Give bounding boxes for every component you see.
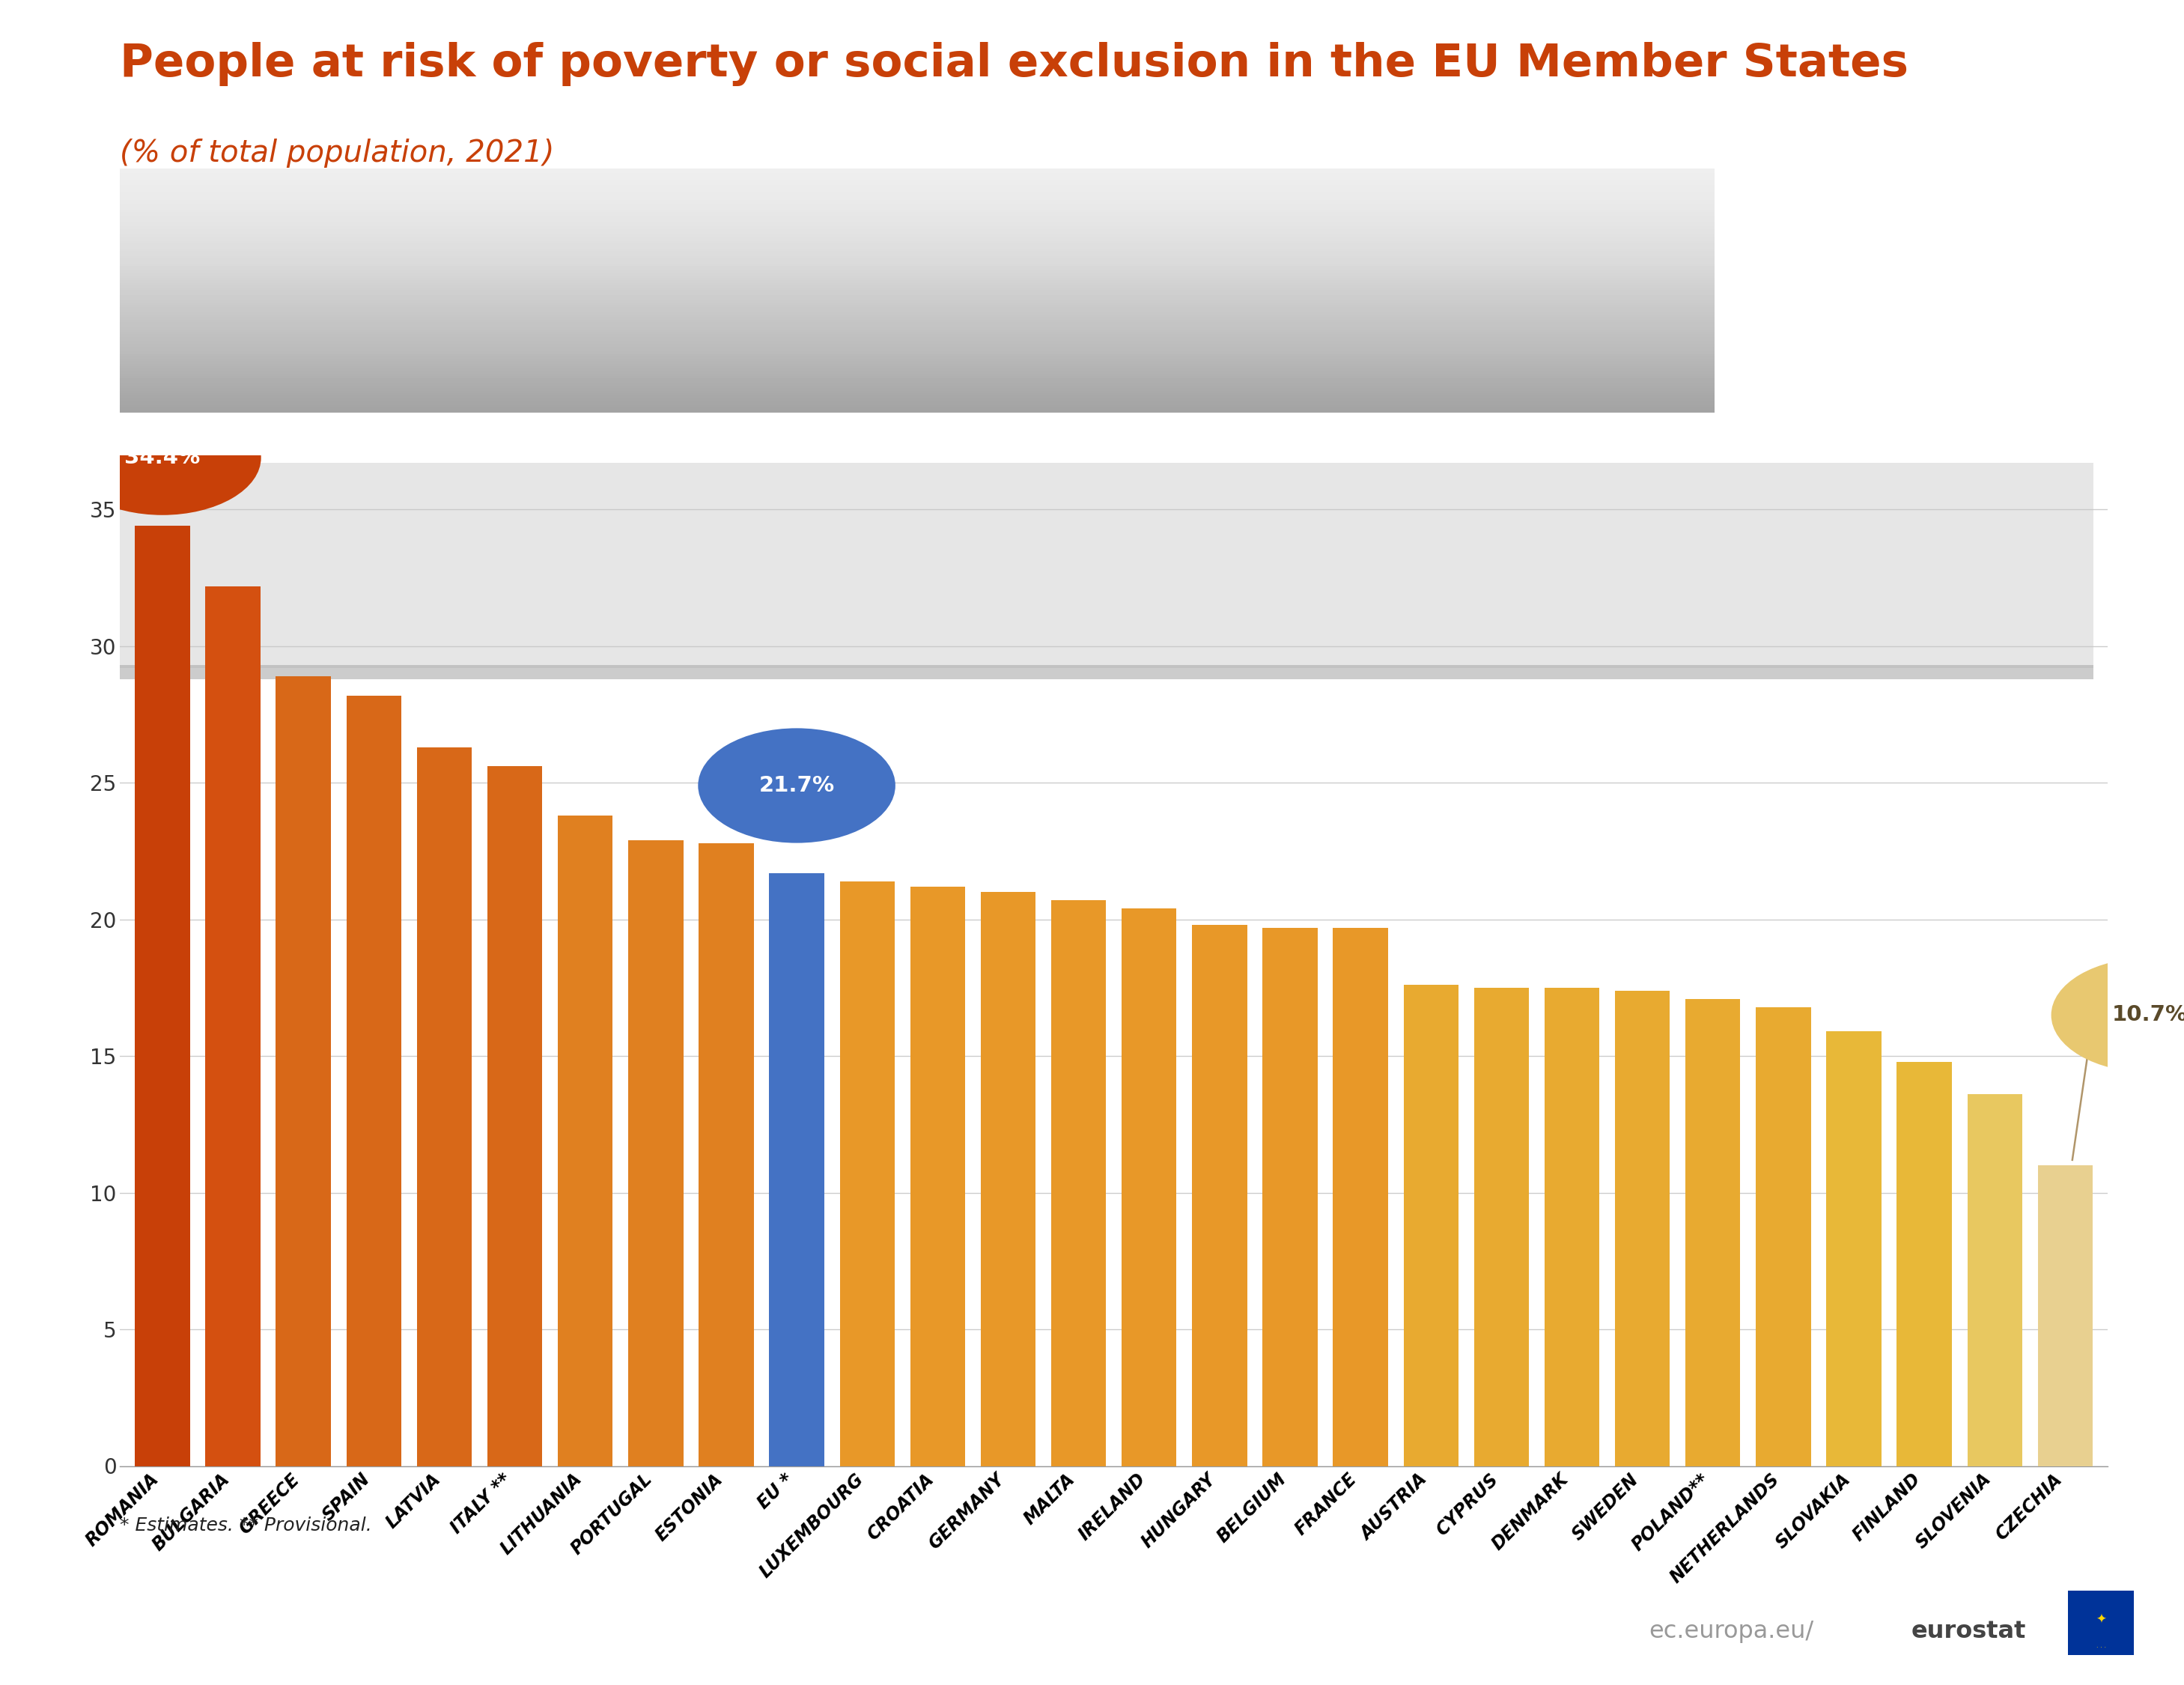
Bar <box>1192 925 1247 1466</box>
Bar <box>1756 1008 1811 1466</box>
Bar <box>120 463 2094 667</box>
Text: * Estimates. ** Provisional.: * Estimates. ** Provisional. <box>120 1516 371 1535</box>
Ellipse shape <box>699 728 895 842</box>
Bar <box>981 891 1035 1466</box>
Text: 10.7%: 10.7% <box>2112 1004 2184 1026</box>
Bar <box>275 676 330 1466</box>
Text: (% of total population, 2021): (% of total population, 2021) <box>120 138 555 167</box>
Bar <box>1123 908 1177 1466</box>
Bar <box>1544 987 1599 1466</box>
Bar <box>1262 928 1317 1466</box>
Bar <box>699 842 753 1466</box>
Bar <box>120 666 2094 679</box>
Ellipse shape <box>63 401 262 516</box>
Bar <box>347 696 402 1466</box>
Bar <box>557 816 614 1466</box>
Bar <box>135 526 190 1466</box>
Bar <box>1332 928 1389 1466</box>
Bar <box>1474 987 1529 1466</box>
Bar <box>839 881 895 1466</box>
Bar <box>629 841 684 1466</box>
Text: eurostat: eurostat <box>1911 1619 2027 1643</box>
Bar <box>417 748 472 1466</box>
Text: People at risk of poverty or social exclusion in the EU Member States: People at risk of poverty or social excl… <box>120 42 1909 86</box>
Bar <box>487 767 542 1466</box>
Bar <box>769 873 823 1466</box>
Text: 34.4%: 34.4% <box>124 447 201 468</box>
Bar <box>1051 900 1105 1466</box>
Text: ec.europa.eu/: ec.europa.eu/ <box>1649 1619 1813 1643</box>
Bar <box>1614 991 1671 1466</box>
Bar <box>1968 1094 2022 1466</box>
Text: 21.7%: 21.7% <box>758 775 834 795</box>
Bar <box>911 886 965 1466</box>
Bar <box>1898 1062 1952 1466</box>
Text: · · ·: · · · <box>2097 1645 2105 1651</box>
Bar <box>1404 986 1459 1466</box>
Bar <box>205 586 260 1466</box>
Bar <box>1826 1031 1880 1466</box>
Ellipse shape <box>2051 957 2184 1072</box>
Bar <box>2038 1166 2092 1466</box>
Text: ✦: ✦ <box>2097 1613 2105 1626</box>
Bar <box>1686 999 1741 1466</box>
